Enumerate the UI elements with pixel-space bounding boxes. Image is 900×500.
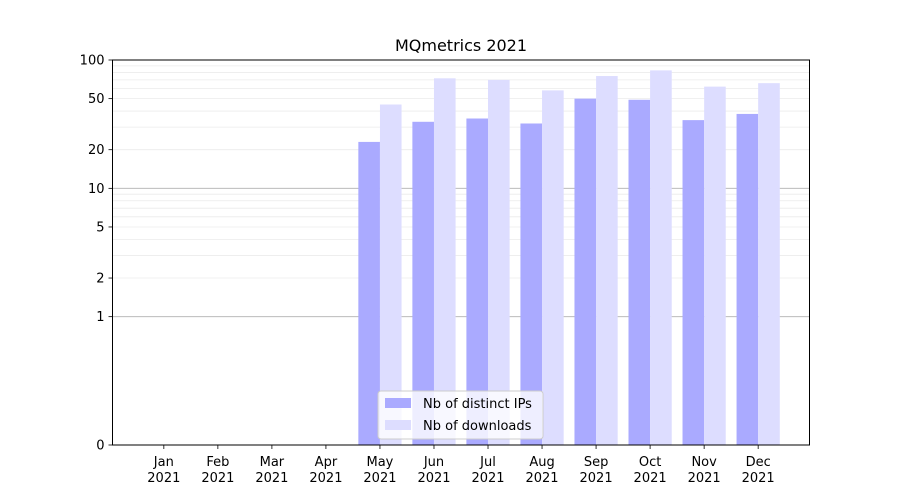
x-tick-label-year: 2021: [147, 471, 180, 486]
y-tick-label: 50: [88, 92, 105, 107]
bar-downloads-11: [758, 83, 780, 445]
y-tick-label: 0: [96, 439, 104, 454]
x-tick-label-year: 2021: [471, 471, 504, 486]
bar-downloads-8: [596, 76, 618, 445]
bar-ips-6: [466, 118, 489, 446]
x-tick-label-year: 2021: [525, 471, 558, 486]
plot-frame: [112, 59, 810, 446]
x-tick-label-month: Jan: [153, 455, 174, 470]
x-tick-label-year: 2021: [688, 471, 721, 486]
bar-ips-11: [736, 113, 759, 446]
bar-downloads-5: [433, 78, 456, 446]
y-tick-label: 10: [88, 182, 105, 197]
x-tick-label-year: 2021: [309, 471, 342, 486]
x-tick-label-year: 2021: [255, 471, 288, 486]
legend-swatch-downloads: [385, 420, 411, 430]
x-axis: Jan2021Feb2021Mar2021Apr2021May2021Jun20…: [147, 445, 775, 486]
legend-swatch-ips: [385, 398, 411, 408]
bar-ips-9: [628, 99, 651, 445]
bar-downloads-10: [704, 86, 726, 445]
x-tick-label-month: Jun: [423, 455, 444, 470]
bar-downloads-4: [379, 104, 402, 445]
x-tick-label-month: Dec: [746, 455, 771, 470]
y-axis: 0 1 2 5 10 20 50 100: [80, 54, 113, 454]
x-tick-label-month: May: [367, 455, 394, 470]
bar-ips-4: [358, 141, 380, 445]
x-tick-label-year: 2021: [201, 471, 234, 486]
bar-downloads-9: [650, 70, 672, 445]
legend-box: [377, 390, 544, 440]
grid: [112, 65, 810, 318]
x-tick-label-month: Mar: [260, 455, 285, 470]
y-tick-label: 5: [96, 220, 104, 235]
x-tick-label-year: 2021: [580, 471, 613, 486]
legend-label-ips: Nb of distinct IPs: [423, 397, 532, 412]
y-tick-label: 2: [96, 272, 104, 287]
bar-downloads-6: [488, 79, 510, 445]
legend: Nb of distinct IPs Nb of downloads: [377, 390, 544, 440]
bar-ips-5: [412, 121, 434, 445]
x-tick-label-month: Oct: [639, 455, 661, 470]
bars: [358, 70, 780, 446]
y-tick-label: 100: [80, 54, 105, 69]
legend-label-downloads: Nb of downloads: [423, 419, 532, 434]
bar-downloads-7: [542, 90, 564, 445]
bar-ips-8: [574, 98, 597, 446]
x-tick-label-year: 2021: [363, 471, 396, 486]
x-tick-label-month: Sep: [584, 455, 609, 470]
x-tick-label-year: 2021: [634, 471, 667, 486]
x-tick-label-month: Apr: [315, 455, 338, 470]
x-tick-label-month: Jul: [479, 455, 496, 470]
bar-ips-10: [682, 120, 705, 446]
x-tick-label-month: Aug: [529, 455, 554, 470]
bar-ips-7: [520, 123, 543, 446]
x-tick-label-year: 2021: [742, 471, 775, 486]
x-tick-label-year: 2021: [417, 471, 450, 486]
x-tick-label-month: Feb: [206, 455, 229, 470]
x-tick-label-month: Nov: [691, 455, 717, 470]
y-tick-label: 20: [88, 143, 105, 158]
chart-title: MQmetrics 2021: [395, 36, 527, 55]
y-tick-label: 1: [96, 310, 104, 325]
